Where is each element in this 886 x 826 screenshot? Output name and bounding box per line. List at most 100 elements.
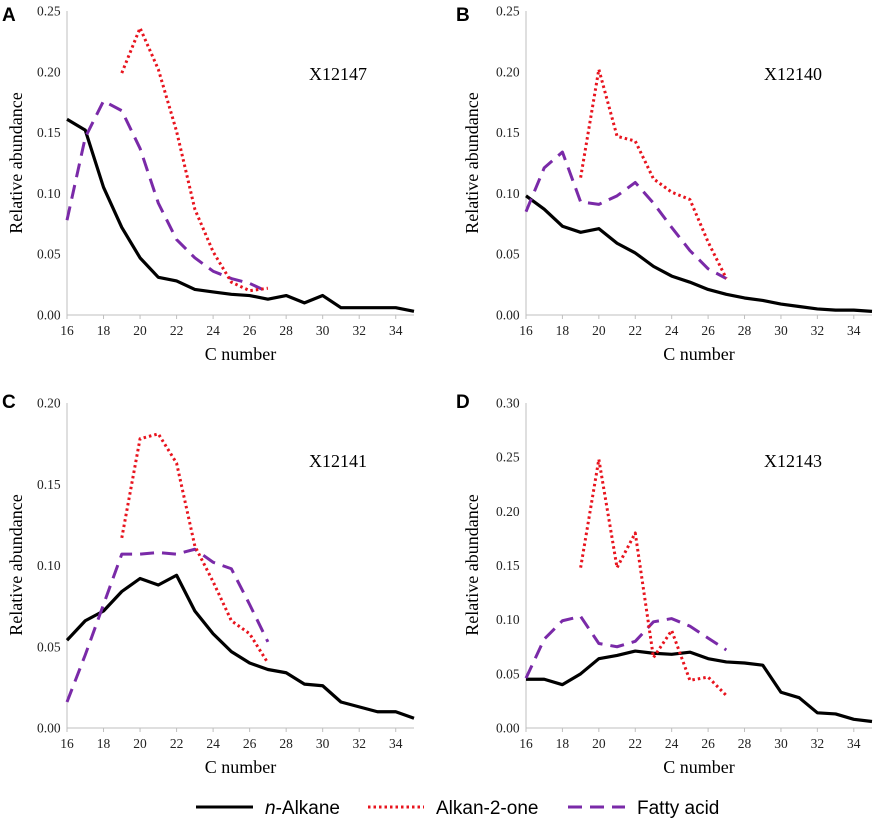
x-axis-title-d: C number <box>663 757 735 777</box>
x-tick-label-c-30: 30 <box>316 736 330 751</box>
legend: n-Alkane Alkan-2-one Fatty acid <box>196 798 719 819</box>
panel-b: B Relative abundance C number X12140 0.00 0.0… <box>456 4 873 364</box>
series-line-b-fatty-acid <box>524 150 728 280</box>
y-tick-label-d-0-00: 0.00 <box>496 721 520 736</box>
panel-c: C Relative abundance C number X12141 0.00 0.0… <box>2 392 415 777</box>
x-tick-label-b-16: 16 <box>519 323 533 338</box>
y-tick-label-b-0-00: 0.00 <box>496 308 520 323</box>
y-tick-label-d-0-30: 0.30 <box>496 396 520 411</box>
y-tick-label-b-0-15: 0.15 <box>496 125 520 140</box>
y-tick-label-a-0-25: 0.25 <box>37 4 61 19</box>
x-tick-label-c-18: 18 <box>97 736 111 751</box>
y-axis-title-b: Relative abundance <box>462 92 482 233</box>
x-tick-label-a-24: 24 <box>206 323 220 338</box>
y-tick-label-c-0-05: 0.05 <box>37 639 61 654</box>
x-tick-label-b-34: 34 <box>847 323 861 338</box>
x-axis-title-c: C number <box>205 757 277 777</box>
x-tick-label-d-20: 20 <box>592 736 606 751</box>
series-line-c-alkan-2-one <box>120 432 270 664</box>
x-tick-label-b-28: 28 <box>738 323 752 338</box>
x-tick-label-c-32: 32 <box>352 736 366 751</box>
x-tick-label-c-34: 34 <box>389 736 403 751</box>
series-line-b-n-alkane <box>525 194 873 313</box>
series-line-a-alkan-2-one <box>120 26 269 293</box>
y-tick-label-d-0-15: 0.15 <box>496 558 520 573</box>
x-tick-label-b-18: 18 <box>556 323 570 338</box>
y-tick-label-c-0-20: 0.20 <box>37 396 61 411</box>
y-tick-label-b-0-20: 0.20 <box>496 64 520 79</box>
panels-group: A Relative abundance C number X12147 0.00 0.0… <box>2 4 873 777</box>
series-line-a-n-alkane <box>66 117 415 313</box>
legend-label-n-alkane-prefix: n <box>265 798 276 819</box>
sample-label-a: X12147 <box>309 64 367 84</box>
y-tick-label-c-0-15: 0.15 <box>37 477 61 492</box>
x-tick-label-a-26: 26 <box>243 323 257 338</box>
y-axis-title-a: Relative abundance <box>6 92 26 233</box>
x-axis-title-b: C number <box>663 344 735 364</box>
x-tick-label-c-20: 20 <box>133 736 147 751</box>
x-tick-label-d-32: 32 <box>811 736 825 751</box>
y-tick-label-a-0-05: 0.05 <box>37 247 61 262</box>
x-tick-label-c-24: 24 <box>206 736 220 751</box>
series-line-d-alkan-2-one <box>579 457 728 697</box>
series-line-c-n-alkane <box>65 573 415 720</box>
x-tick-label-c-16: 16 <box>60 736 74 751</box>
y-tick-label-b-0-05: 0.05 <box>496 247 520 262</box>
x-tick-label-b-26: 26 <box>701 323 715 338</box>
legend-label-n-alkane-rest: -Alkane <box>276 798 340 819</box>
x-tick-label-d-24: 24 <box>665 736 679 751</box>
series-line-d-fatty-acid <box>524 614 728 679</box>
sample-label-b: X12140 <box>764 64 822 84</box>
x-tick-label-d-28: 28 <box>738 736 752 751</box>
y-tick-label-b-0-25: 0.25 <box>496 4 520 19</box>
legend-label-n-alkane: n-Alkane <box>265 798 340 819</box>
series-line-b-alkan-2-one <box>579 67 728 280</box>
series-line-d-n-alkane <box>526 649 873 724</box>
legend-label-fatty-acid: Fatty acid <box>637 798 719 819</box>
x-tick-label-a-20: 20 <box>133 323 147 338</box>
x-tick-label-a-30: 30 <box>316 323 330 338</box>
x-tick-label-b-32: 32 <box>811 323 825 338</box>
x-tick-label-d-34: 34 <box>847 736 861 751</box>
series-line-a-fatty-acid <box>65 99 269 294</box>
x-tick-label-a-18: 18 <box>97 323 111 338</box>
panel-letter-b: B <box>456 5 470 26</box>
panel-letter-d: D <box>456 392 470 413</box>
sample-label-d: X12143 <box>764 451 822 471</box>
x-axis-title-a: C number <box>205 344 277 364</box>
x-tick-label-b-24: 24 <box>665 323 679 338</box>
y-tick-label-c-0-00: 0.00 <box>37 721 61 736</box>
x-tick-label-c-22: 22 <box>170 736 184 751</box>
x-tick-label-c-26: 26 <box>243 736 257 751</box>
y-tick-label-c-0-10: 0.10 <box>37 558 61 573</box>
x-tick-label-b-30: 30 <box>774 323 788 338</box>
y-tick-label-d-0-05: 0.05 <box>496 666 520 681</box>
x-tick-label-a-32: 32 <box>352 323 366 338</box>
y-axis-title-d: Relative abundance <box>462 494 482 635</box>
y-tick-label-a-0-15: 0.15 <box>37 125 61 140</box>
panel-a: A Relative abundance C number X12147 0.00 0.0… <box>2 4 415 364</box>
legend-label-alkan-2-one: Alkan-2-one <box>436 798 538 819</box>
y-axis-title-c: Relative abundance <box>6 494 26 635</box>
x-tick-label-d-22: 22 <box>629 736 643 751</box>
panel-d: D Relative abundance C number X12143 0.00 0.0… <box>456 392 873 777</box>
x-tick-label-d-30: 30 <box>774 736 788 751</box>
x-tick-label-b-20: 20 <box>592 323 606 338</box>
panel-letter-a: A <box>2 5 16 26</box>
y-tick-label-a-0-20: 0.20 <box>37 64 61 79</box>
sample-label-c: X12141 <box>309 451 367 471</box>
x-tick-label-d-26: 26 <box>701 736 715 751</box>
y-tick-label-d-0-10: 0.10 <box>496 612 520 627</box>
y-tick-label-a-0-10: 0.10 <box>37 186 61 201</box>
x-tick-label-d-18: 18 <box>556 736 570 751</box>
x-tick-label-d-16: 16 <box>519 736 533 751</box>
y-tick-label-d-0-25: 0.25 <box>496 450 520 465</box>
panel-letter-c: C <box>2 392 16 413</box>
series-line-c-fatty-acid <box>65 547 270 703</box>
x-tick-label-a-22: 22 <box>170 323 184 338</box>
x-tick-label-a-28: 28 <box>279 323 293 338</box>
x-tick-label-a-16: 16 <box>60 323 74 338</box>
y-tick-label-a-0-00: 0.00 <box>37 308 61 323</box>
x-tick-label-c-28: 28 <box>279 736 293 751</box>
